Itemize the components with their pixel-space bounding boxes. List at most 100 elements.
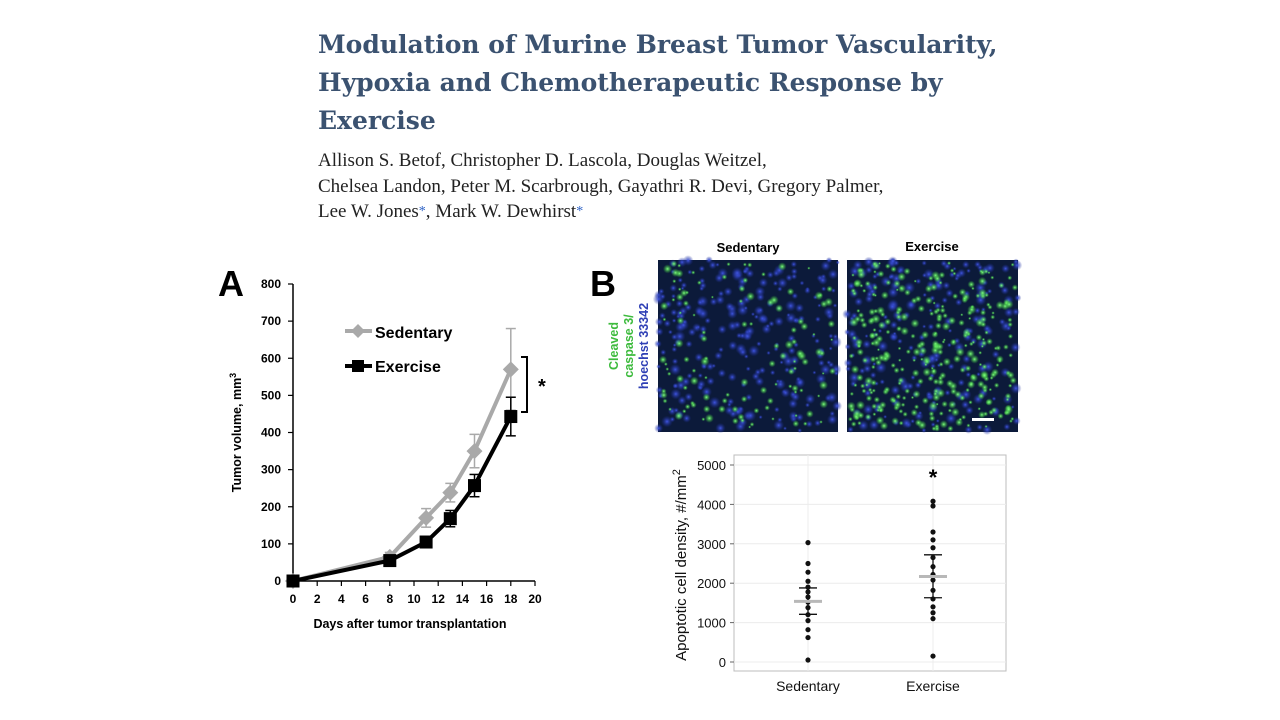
y-tick-label: 5000	[697, 458, 726, 473]
exercise-apoptotic-cell	[924, 284, 933, 293]
sedentary-apoptotic-cell	[747, 262, 753, 268]
sedentary-nucleus	[751, 372, 761, 381]
sedentary-apoptotic-cell	[807, 266, 811, 270]
sedentary-apoptotic-cell	[753, 407, 760, 414]
sedentary-apoptotic-cell	[690, 401, 697, 409]
sedentary-apoptotic-cell	[797, 318, 805, 326]
exercise-apoptotic-cell	[872, 338, 881, 348]
point-exercise	[504, 410, 518, 424]
sedentary-nucleus	[754, 286, 766, 297]
sedentary-nucleus	[744, 325, 755, 337]
x-tick-label: 6	[362, 592, 369, 606]
exercise-apoptotic-cell	[899, 312, 909, 322]
exercise-nucleus	[869, 371, 877, 379]
exercise-apoptotic-cell	[977, 392, 985, 400]
exercise-nucleus	[1011, 307, 1020, 316]
sedentary-nucleus	[670, 333, 678, 341]
exercise-apoptotic-cell	[873, 270, 877, 274]
exercise-apoptotic-cell	[910, 408, 918, 417]
exercise-apoptotic-cell	[871, 314, 881, 324]
sedentary-nucleus	[828, 346, 833, 351]
sedentary-apoptotic-cell	[704, 375, 708, 380]
sedentary-nucleus	[743, 305, 748, 311]
exercise-apoptotic-cell	[910, 333, 916, 339]
sedentary-apoptotic-cell	[748, 425, 752, 429]
point-exercise	[419, 535, 433, 549]
sedentary-apoptotic-cell	[676, 316, 685, 325]
exercise-apoptotic-cell	[945, 379, 954, 388]
exercise-apoptotic-cell	[935, 313, 943, 321]
sedentary-nucleus	[766, 271, 774, 279]
exercise-apoptotic-cell	[963, 343, 968, 348]
exercise-apoptotic-cell	[849, 391, 855, 397]
exercise-apoptotic-cell	[891, 398, 897, 404]
sedentary-nucleus	[738, 347, 748, 357]
panel-a-label: A	[218, 263, 244, 304]
exercise-apoptotic-cell	[885, 279, 892, 286]
x-tick-label: 4	[338, 592, 345, 606]
sedentary-apoptotic-cell	[821, 371, 825, 375]
exercise-apoptotic-cell	[966, 380, 976, 389]
exercise-apoptotic-cell	[891, 417, 900, 425]
exercise-apoptotic-cell	[873, 396, 881, 403]
sedentary-apoptotic-cell	[819, 420, 823, 424]
sedentary-nucleus	[728, 340, 738, 351]
exercise-nucleus	[906, 382, 914, 390]
exercise-apoptotic-cell	[870, 379, 877, 387]
sedentary-apoptotic-cell	[725, 392, 731, 398]
exercise-apoptotic-cell	[959, 394, 966, 402]
exercise-apoptotic-cell	[914, 295, 922, 303]
exercise-nucleus	[845, 365, 852, 372]
exercise-apoptotic-cell	[921, 397, 929, 405]
exercise-apoptotic-cell	[984, 292, 989, 298]
exercise-nucleus	[848, 371, 861, 384]
sedentary-apoptotic-cell	[662, 398, 668, 404]
sedentary-nucleus	[659, 293, 666, 300]
sedentary-nucleus	[738, 332, 746, 340]
author-list: Allison S. Betof, Christopher D. Lascola…	[318, 148, 1018, 225]
data-point-sedentary	[805, 578, 811, 584]
exercise-apoptotic-cell	[942, 312, 948, 319]
exercise-nucleus	[966, 268, 972, 274]
sedentary-apoptotic-cell	[704, 413, 714, 423]
exercise-apoptotic-cell	[1004, 404, 1014, 415]
sedentary-apoptotic-cell	[731, 417, 739, 425]
exercise-nucleus	[925, 390, 933, 398]
sedentary-nucleus	[726, 308, 738, 320]
exercise-apoptotic-cell	[978, 350, 983, 355]
exercise-apoptotic-cell	[895, 393, 902, 400]
exercise-apoptotic-cell	[967, 304, 977, 315]
sedentary-nucleus	[686, 372, 693, 380]
sedentary-nucleus	[758, 366, 766, 375]
exercise-apoptotic-cell	[993, 382, 1000, 389]
title-line: Exercise	[318, 106, 436, 135]
sedentary-apoptotic-cell	[828, 367, 836, 375]
exercise-nucleus	[890, 385, 901, 396]
exercise-nucleus	[862, 339, 872, 349]
sedentary-nucleus	[682, 413, 692, 423]
sedentary-apoptotic-cell	[659, 301, 669, 311]
exercise-nucleus	[1014, 294, 1022, 302]
sedentary-apoptotic-cell	[721, 397, 728, 404]
exercise-apoptotic-cell	[931, 339, 940, 348]
exercise-apoptotic-cell	[912, 347, 922, 357]
micrograph-exercise	[842, 256, 1023, 435]
exercise-apoptotic-cell	[917, 378, 924, 385]
exercise-nucleus	[842, 309, 852, 319]
paper-title: Modulation of Murine Breast Tumor Vascul…	[318, 26, 1018, 140]
sedentary-nucleus	[727, 320, 738, 332]
sedentary-nucleus	[742, 268, 748, 274]
sedentary-nucleus	[687, 269, 693, 275]
exercise-apoptotic-cell	[947, 400, 957, 409]
exercise-nucleus	[944, 389, 951, 396]
exercise-apoptotic-cell	[880, 291, 889, 300]
micrograph-title-exercise: Exercise	[905, 239, 959, 254]
author-dewhirst: Mark W. Dewhirst	[435, 201, 577, 222]
exercise-nucleus	[918, 410, 923, 416]
sedentary-apoptotic-cell	[740, 378, 749, 387]
exercise-apoptotic-cell	[941, 400, 949, 408]
y-tick-label: 700	[261, 314, 281, 328]
panel-b-plot	[794, 498, 947, 663]
exercise-apoptotic-cell	[895, 313, 902, 321]
exercise-apoptotic-cell	[864, 413, 872, 421]
